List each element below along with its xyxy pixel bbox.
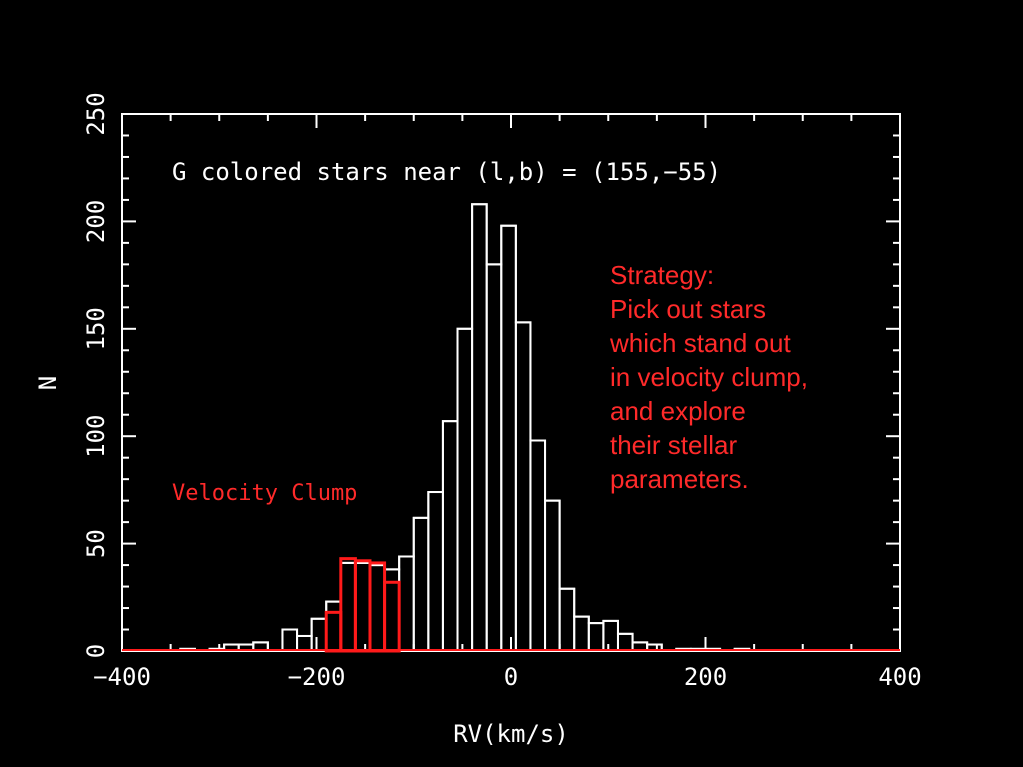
histogram-bar bbox=[529, 439, 547, 652]
histogram-bar bbox=[412, 516, 430, 652]
x-tick-labels: −400 −200 0 200 400 bbox=[93, 663, 922, 691]
histogram-bar bbox=[602, 619, 619, 652]
y-tick-label: 250 bbox=[82, 92, 110, 135]
strategy-line: which stand out bbox=[610, 328, 791, 358]
chart-title: G colored stars near (l,b) = (155,−55) bbox=[172, 158, 721, 186]
y-tick-label: 50 bbox=[82, 529, 110, 558]
strategy-line: Pick out stars bbox=[610, 294, 767, 324]
x-axis-label: RV(km/s) bbox=[453, 720, 569, 748]
histogram-bar bbox=[616, 632, 634, 652]
strategy-line: in velocity clump, bbox=[610, 362, 808, 392]
histogram-bar bbox=[325, 600, 342, 653]
histogram-bar bbox=[514, 321, 532, 652]
histogram-bar bbox=[471, 203, 488, 652]
histogram-bar bbox=[500, 224, 517, 652]
histogram-bar bbox=[485, 263, 503, 652]
x-tick-label: −200 bbox=[288, 663, 346, 691]
velocity-clump-bar bbox=[339, 557, 357, 653]
y-axis-label: N bbox=[34, 376, 62, 390]
histogram-bar bbox=[427, 491, 444, 652]
strategy-line: parameters. bbox=[610, 464, 749, 494]
velocity-clump-bars bbox=[122, 557, 900, 653]
strategy-note: Strategy: Pick out stars which stand out… bbox=[610, 258, 808, 496]
histogram-bar bbox=[368, 564, 386, 653]
histogram-bar bbox=[339, 561, 357, 653]
histogram-bar bbox=[354, 561, 371, 653]
x-tick-label: 400 bbox=[878, 663, 921, 691]
y-tick-labels: 0 50 100 150 200 250 bbox=[82, 92, 110, 658]
x-tick-label: −400 bbox=[93, 663, 151, 691]
velocity-clump-bar bbox=[383, 580, 401, 653]
y-tick-label: 0 bbox=[82, 644, 110, 658]
strategy-line: their stellar bbox=[610, 430, 738, 460]
x-tick-label: 200 bbox=[684, 663, 727, 691]
histogram-bar bbox=[296, 634, 313, 652]
histogram-bar bbox=[398, 555, 415, 652]
strategy-line: Strategy: bbox=[610, 260, 715, 290]
histogram-bar bbox=[281, 628, 299, 653]
axis-ticks bbox=[121, 113, 901, 652]
strategy-line: and explore bbox=[610, 396, 746, 426]
histogram-bar bbox=[310, 617, 328, 653]
y-tick-label: 150 bbox=[82, 307, 110, 350]
histogram-bar bbox=[544, 499, 561, 653]
velocity-clump-bar bbox=[353, 559, 372, 653]
histogram-bar bbox=[573, 615, 590, 653]
x-tick-label: 0 bbox=[504, 663, 518, 691]
y-tick-label: 100 bbox=[82, 415, 110, 458]
histogram-bar bbox=[456, 327, 474, 652]
y-tick-label: 200 bbox=[82, 200, 110, 243]
velocity-clump-bar bbox=[368, 561, 387, 653]
histogram-bar bbox=[558, 587, 576, 653]
velocity-clump-label: Velocity Clump bbox=[172, 481, 357, 506]
velocity-clump-bar bbox=[324, 610, 343, 653]
histogram-bar bbox=[587, 622, 605, 652]
histogram-bar bbox=[441, 420, 459, 652]
